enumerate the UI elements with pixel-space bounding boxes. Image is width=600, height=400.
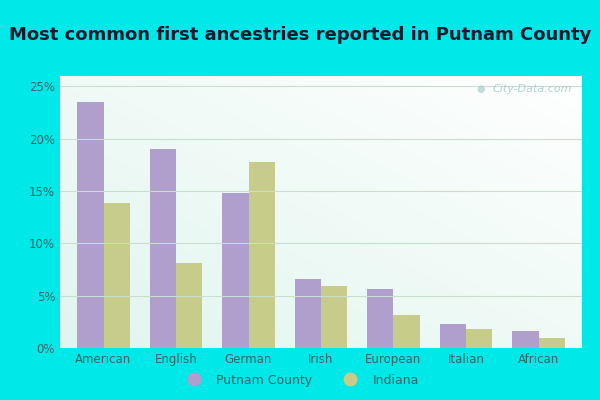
Text: ●: ●	[477, 84, 485, 94]
Bar	[295, 279, 321, 348]
Bar	[176, 263, 202, 348]
Bar	[321, 286, 347, 348]
Bar	[512, 331, 539, 348]
Bar	[223, 193, 248, 348]
Bar	[394, 314, 419, 348]
Bar	[367, 290, 394, 348]
Text: Most common first ancestries reported in Putnam County: Most common first ancestries reported in…	[9, 26, 591, 44]
Bar	[104, 202, 130, 348]
Legend: Putnam County, Indiana: Putnam County, Indiana	[176, 369, 424, 392]
Text: City-Data.com: City-Data.com	[492, 84, 572, 94]
Bar	[440, 324, 466, 348]
Bar	[150, 149, 176, 348]
Bar	[248, 162, 275, 348]
Bar	[466, 329, 492, 348]
Bar	[539, 338, 565, 348]
Bar	[77, 102, 104, 348]
